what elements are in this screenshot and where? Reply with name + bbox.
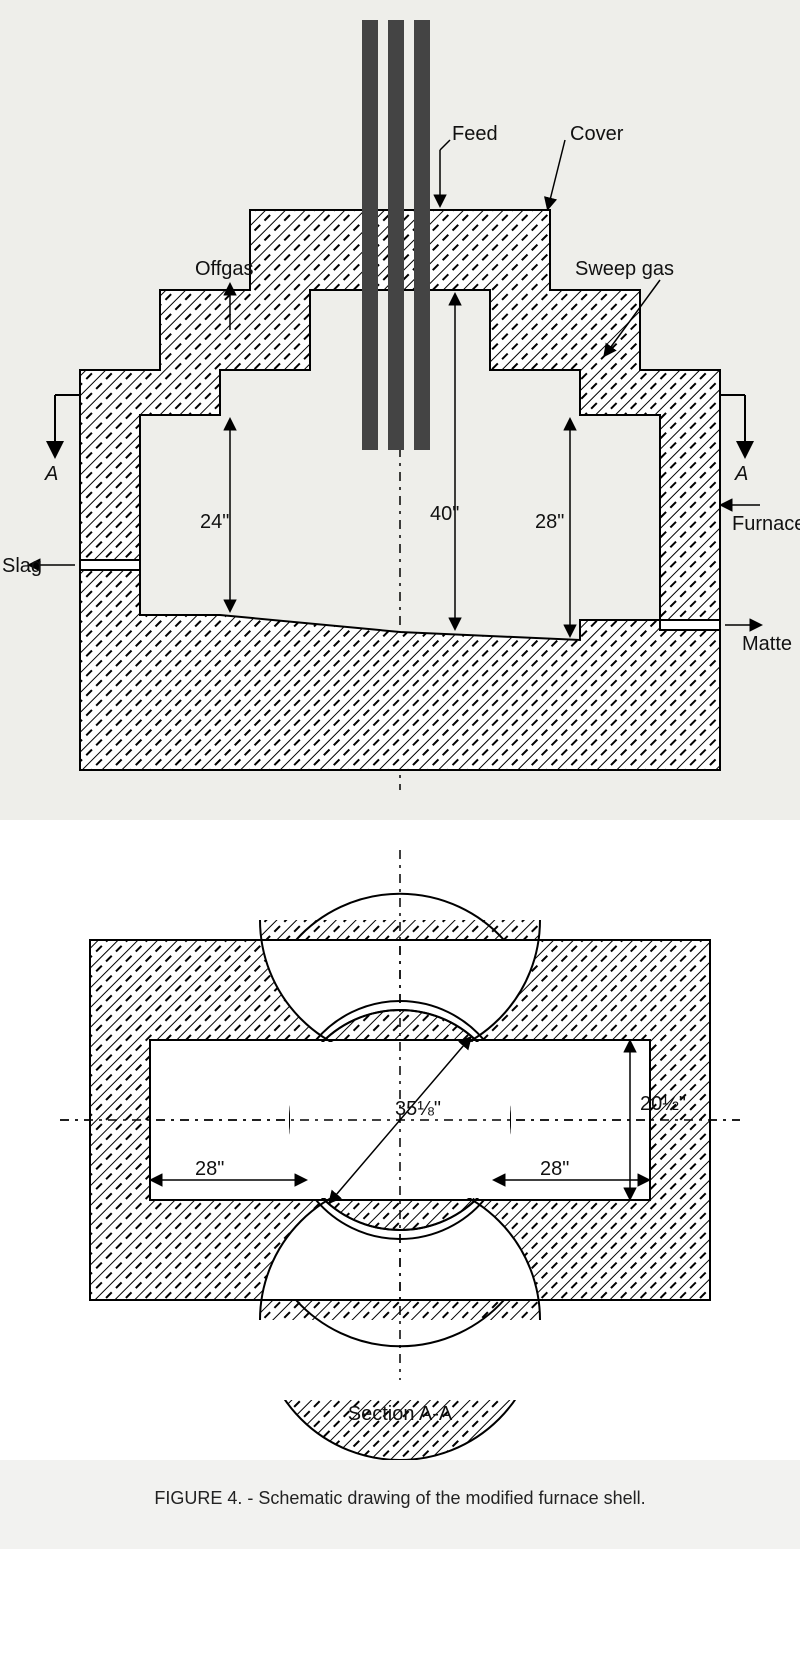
svg-text:Feed: Feed — [452, 123, 498, 145]
svg-text:Sweep gas: Sweep gas — [575, 258, 674, 280]
svg-text:Slag: Slag — [2, 555, 42, 577]
svg-text:A: A — [734, 463, 748, 485]
svg-text:Matte: Matte — [742, 633, 792, 655]
elevation-view: 24" 40" 28" Feed Cover Offgas Sweep gas … — [0, 0, 800, 820]
dim-28-label: 28" — [535, 511, 564, 533]
dim-40-label: 40" — [430, 503, 459, 525]
figure-caption: FIGURE 4. - Schematic drawing of the mod… — [0, 1460, 800, 1549]
svg-text:Furnace: Furnace — [732, 513, 800, 535]
svg-text:20½": 20½" — [640, 1093, 686, 1115]
svg-text:A: A — [44, 463, 58, 485]
dim-24-label: 24" — [200, 511, 229, 533]
svg-text:Cover: Cover — [570, 123, 624, 145]
svg-text:35⅛": 35⅛" — [395, 1098, 441, 1120]
svg-text:28": 28" — [195, 1158, 224, 1180]
electrodes — [362, 20, 430, 450]
svg-text:28": 28" — [540, 1158, 569, 1180]
section-label: Section A-A — [348, 1403, 453, 1425]
section-view: 35⅛" 20½" 28" 28" Section A-A — [0, 820, 800, 1460]
svg-text:Offgas: Offgas — [195, 258, 254, 280]
